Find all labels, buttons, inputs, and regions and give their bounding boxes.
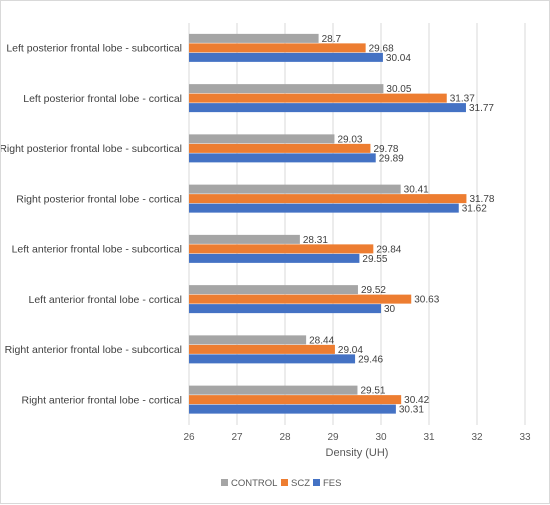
- bar-scz: [189, 344, 335, 354]
- x-tick-labels: 26 27 28 29 30 31 32 33: [183, 432, 531, 443]
- data-label: 29.52: [361, 285, 386, 296]
- data-label: 29.04: [338, 345, 363, 356]
- bar-control: [189, 385, 358, 395]
- bar-fes: [189, 52, 383, 62]
- data-label: 28.44: [309, 335, 334, 346]
- legend-swatch-scz: [281, 479, 288, 486]
- bar-scz: [189, 43, 366, 53]
- gridlines: [188, 23, 526, 425]
- bar-fes: [189, 354, 356, 364]
- bar-scz: [189, 143, 371, 153]
- bar-fes: [189, 153, 376, 163]
- legend: CONTROL SCZ FES: [221, 478, 341, 489]
- bar-control: [189, 335, 307, 345]
- data-label: 28.7: [322, 34, 342, 45]
- data-label: 29.78: [373, 144, 398, 155]
- bar-control: [189, 285, 358, 295]
- bars: [189, 33, 467, 414]
- data-label: 31.37: [450, 94, 475, 105]
- data-label: 31.62: [462, 204, 487, 215]
- bar-fes: [189, 404, 396, 414]
- category-label: Right anterior frontal lobe - subcortica…: [5, 344, 182, 356]
- bar-scz: [189, 294, 412, 304]
- bar-fes: [189, 203, 459, 213]
- category-labels: Left posterior frontal lobe - subcortica…: [1, 43, 182, 407]
- data-label: 28.31: [303, 235, 328, 246]
- legend-label-scz: SCZ: [291, 478, 310, 489]
- bar-fes: [189, 304, 381, 314]
- x-tick-label: 26: [183, 432, 195, 443]
- bar-fes: [189, 253, 360, 263]
- data-label: 30: [384, 304, 396, 315]
- data-label: 30.41: [404, 185, 429, 196]
- category-label: Right posterior frontal lobe - cortical: [16, 193, 182, 205]
- data-label: 30.31: [399, 405, 424, 416]
- x-tick-label: 30: [375, 432, 387, 443]
- data-label: 31.78: [469, 194, 494, 205]
- data-label: 30.05: [386, 84, 411, 95]
- data-labels: 28.729.6830.0430.0531.3731.7729.0329.782…: [303, 34, 495, 416]
- data-label: 29.03: [337, 134, 362, 145]
- data-label: 30.04: [386, 53, 411, 64]
- data-label: 29.51: [360, 386, 385, 397]
- legend-label-control: CONTROL: [231, 478, 277, 489]
- category-label: Right anterior frontal lobe - cortical: [22, 394, 183, 406]
- x-tick-label: 28: [279, 432, 291, 443]
- data-label: 30.63: [414, 295, 439, 306]
- legend-swatch-control: [221, 479, 228, 486]
- x-tick-label: 29: [327, 432, 339, 443]
- data-label: 29.68: [369, 43, 394, 54]
- category-label: Right posterior frontal lobe - subcortic…: [1, 143, 182, 155]
- bar-control: [189, 184, 401, 194]
- category-label: Left anterior frontal lobe - subcortical: [12, 244, 182, 256]
- bar-scz: [189, 244, 374, 254]
- data-label: 31.77: [469, 103, 494, 114]
- x-axis-title: Density (UH): [326, 447, 389, 459]
- bar-scz: [189, 194, 467, 204]
- bar-fes: [189, 103, 466, 113]
- category-label: Left anterior frontal lobe - cortical: [29, 294, 183, 306]
- data-label: 29.46: [358, 354, 383, 365]
- data-label: 30.42: [404, 395, 429, 406]
- legend-label-fes: FES: [323, 478, 341, 489]
- data-label: 29.55: [362, 254, 387, 265]
- bar-control: [189, 234, 300, 244]
- category-label: Left posterior frontal lobe - cortical: [23, 93, 182, 105]
- bar-control: [189, 33, 319, 43]
- bar-control: [189, 134, 335, 144]
- data-label: 29.84: [376, 244, 401, 255]
- x-tick-label: 33: [519, 432, 531, 443]
- x-tick-label: 32: [471, 432, 483, 443]
- legend-swatch-fes: [313, 479, 320, 486]
- x-tick-label: 27: [231, 432, 243, 443]
- x-tick-label: 31: [423, 432, 435, 443]
- bar-scz: [189, 93, 447, 103]
- bar-scz: [189, 395, 402, 405]
- data-label: 29.89: [379, 153, 404, 164]
- bar-control: [189, 84, 384, 94]
- category-label: Left posterior frontal lobe - subcortica…: [6, 43, 182, 55]
